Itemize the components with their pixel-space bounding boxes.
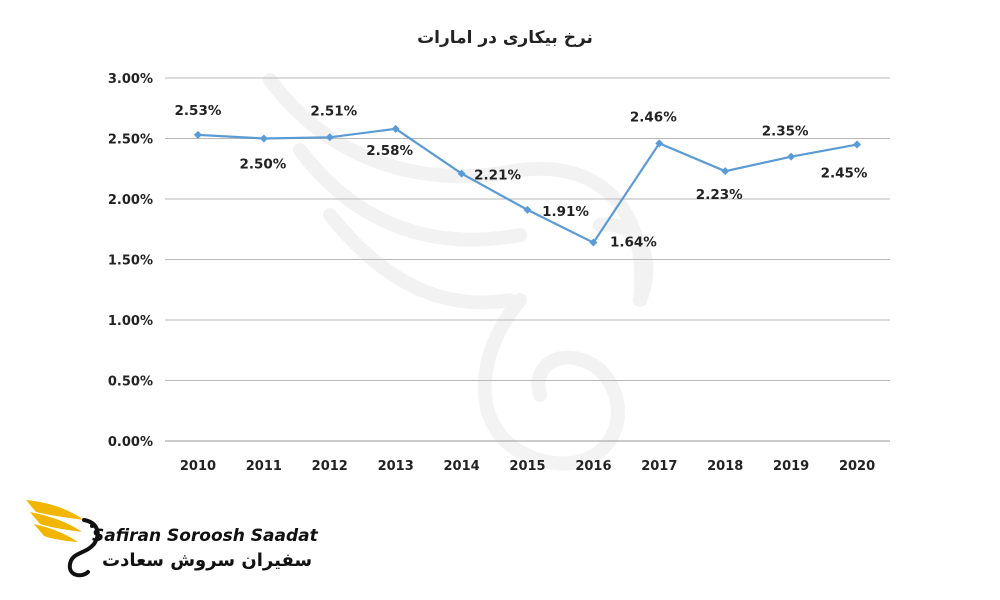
y-tick-label: 0.00% xyxy=(108,435,153,450)
x-tick-label: 2019 xyxy=(773,459,809,474)
data-label: 2.23% xyxy=(696,187,743,203)
golden-wing-logo-icon xyxy=(26,500,100,578)
data-label: 2.45% xyxy=(821,166,868,182)
x-tick-label: 2011 xyxy=(246,459,282,474)
data-point-marker xyxy=(193,130,202,139)
company-logo: Safiran Soroosh Saadat سفیران سروش سعادت xyxy=(22,492,318,582)
y-tick-label: 1.50% xyxy=(108,254,153,269)
x-tick-label: 2017 xyxy=(641,459,677,474)
data-label: 2.21% xyxy=(474,168,521,184)
x-tick-label: 2014 xyxy=(443,459,479,474)
data-label: 2.50% xyxy=(239,157,286,173)
data-point-marker xyxy=(523,205,532,214)
x-tick-label: 2015 xyxy=(509,459,545,474)
logo-persian-text: سفیران سروش سعادت xyxy=(102,550,313,571)
y-tick-label: 2.50% xyxy=(108,133,153,148)
data-point-marker xyxy=(787,152,796,161)
data-label: 1.91% xyxy=(542,204,589,220)
x-tick-label: 2018 xyxy=(707,459,743,474)
data-point-marker xyxy=(853,140,862,149)
data-label: 2.51% xyxy=(310,103,357,119)
y-tick-label: 1.00% xyxy=(108,314,153,329)
data-label: 2.46% xyxy=(630,109,677,125)
y-tick-label: 2.00% xyxy=(108,193,153,208)
data-point-marker xyxy=(589,238,598,247)
data-label: 2.53% xyxy=(175,103,222,119)
data-point-marker xyxy=(391,124,400,133)
data-label: 2.35% xyxy=(762,124,809,140)
data-label: 2.58% xyxy=(366,143,413,159)
x-tick-label: 2016 xyxy=(575,459,611,474)
data-point-marker xyxy=(325,133,334,142)
data-label: 1.64% xyxy=(610,235,657,251)
data-point-marker xyxy=(457,169,466,178)
x-tick-label: 2020 xyxy=(839,459,875,474)
x-tick-label: 2013 xyxy=(378,459,414,474)
x-tick-label: 2010 xyxy=(180,459,216,474)
chart-title: نرخ بیکاری در امارات xyxy=(417,28,593,48)
data-point-marker xyxy=(259,134,268,143)
logo-latin-text: Safiran Soroosh Saadat xyxy=(92,526,318,546)
y-tick-label: 3.00% xyxy=(108,72,153,87)
x-tick-label: 2012 xyxy=(312,459,348,474)
y-tick-label: 0.50% xyxy=(108,375,153,390)
data-point-marker xyxy=(655,139,664,148)
data-point-marker xyxy=(721,167,730,176)
